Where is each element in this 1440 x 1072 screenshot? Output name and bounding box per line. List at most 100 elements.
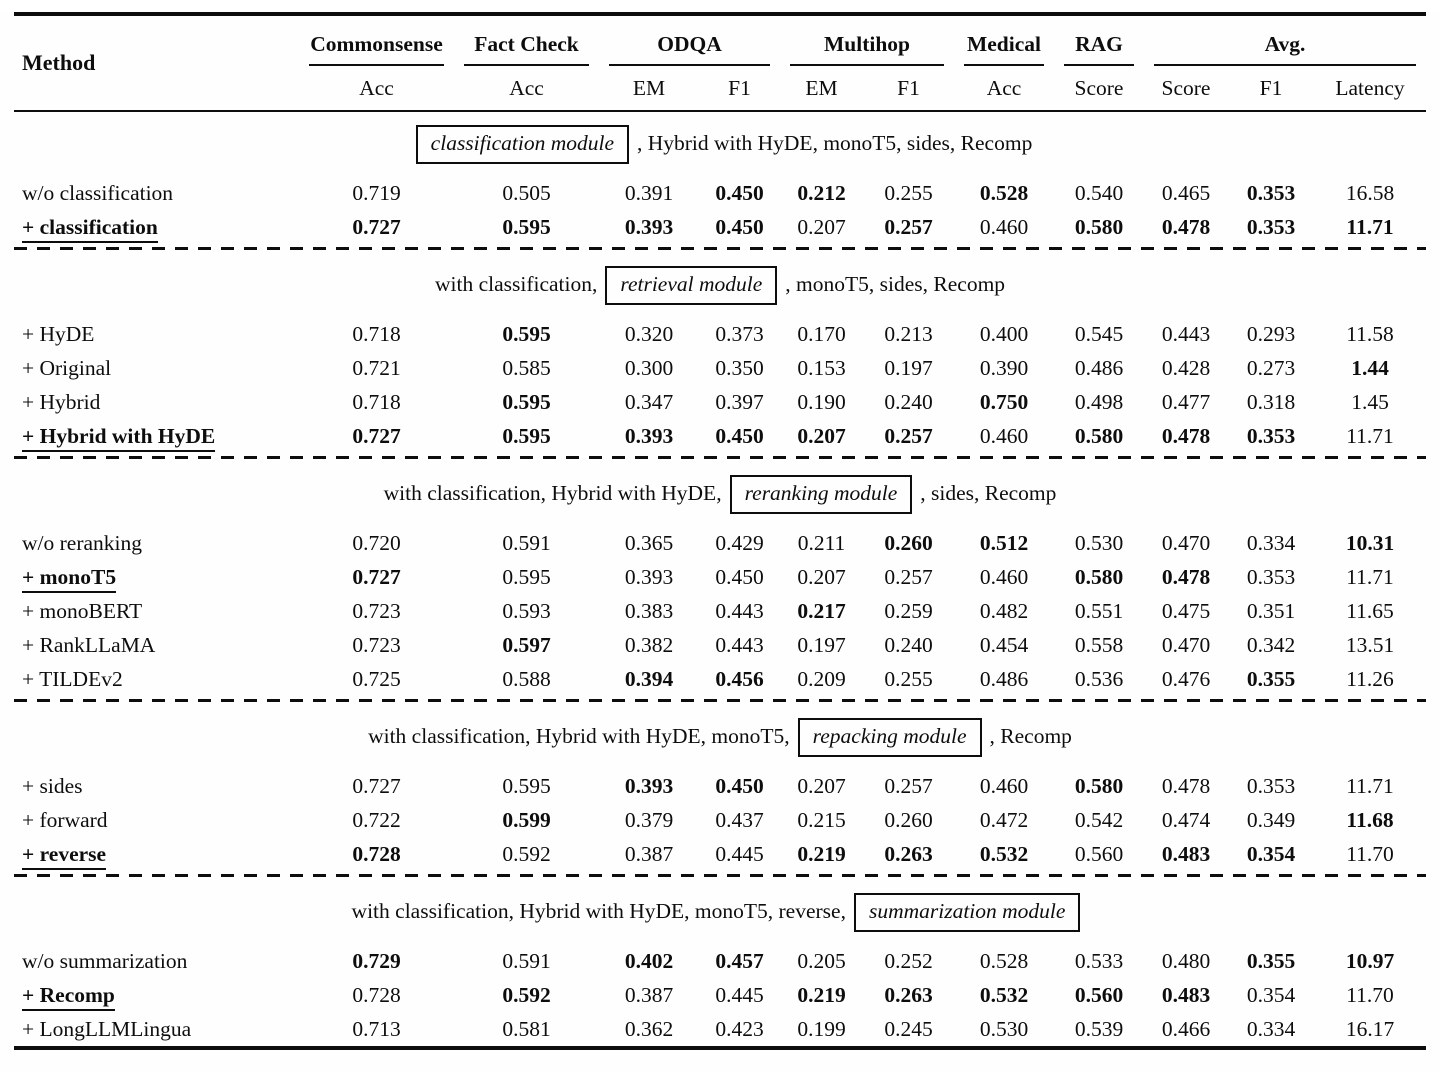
value-cell: 0.482 [979, 599, 1029, 623]
section-divider-row [14, 244, 1427, 253]
col-header-odqa-f1: F1 [699, 66, 780, 112]
value-cell: 0.498 [1074, 390, 1124, 414]
value-cell: 0.532 [979, 983, 1029, 1007]
method-label: + classification [22, 214, 158, 243]
value-cell: 0.353 [1246, 181, 1296, 205]
value-cell: 0.263 [884, 983, 933, 1007]
section-intro-row: with classification, Hybrid with HyDE, re… [14, 462, 1426, 526]
value-cell: 0.750 [979, 390, 1029, 414]
table-row: + LongLLMLingua 0.713 0.581 0.362 0.423 0.199… [14, 1012, 1426, 1048]
value-cell: 0.393 [624, 774, 674, 798]
value-cell: 0.581 [502, 1017, 551, 1041]
value-cell: 0.729 [352, 949, 401, 973]
value-cell: 0.400 [979, 322, 1029, 346]
col-header-medical-acc: Acc [954, 66, 1054, 112]
value-cell: 0.257 [884, 424, 933, 448]
module-name-box: summarization module [853, 892, 1081, 932]
value-cell: 0.474 [1161, 808, 1211, 832]
table-row: + Recomp 0.728 0.592 0.387 0.445 0.219 0.263 0.… [14, 978, 1426, 1012]
value-cell: 0.199 [797, 1017, 846, 1041]
group-header-odqa: ODQA [599, 14, 780, 66]
value-cell: 0.393 [624, 424, 674, 448]
value-cell: 0.365 [624, 531, 674, 555]
value-cell: 0.533 [1074, 949, 1124, 973]
method-label: + monoBERT [22, 599, 143, 623]
value-cell: 0.478 [1161, 424, 1211, 448]
value-cell: 0.530 [979, 1017, 1029, 1041]
value-cell: 11.70 [1346, 983, 1394, 1007]
section-intro-row: with classification, Hybrid with HyDE, m… [14, 705, 1426, 769]
section-intro-row: with classification, retrieval module , mo… [14, 253, 1426, 317]
value-cell: 13.51 [1345, 633, 1395, 657]
value-cell: 0.197 [884, 356, 933, 380]
method-label: w/o summarization [22, 949, 188, 973]
value-cell: 0.353 [1246, 424, 1296, 448]
value-cell: 0.211 [797, 531, 846, 555]
value-cell: 1.45 [1351, 390, 1389, 414]
group-header-medical: Medical [954, 14, 1054, 66]
method-cell: w/o summarization [14, 944, 299, 978]
value-cell: 0.450 [715, 565, 764, 589]
value-cell: 11.71 [1346, 774, 1394, 798]
table-row: w/o summarization 0.729 0.591 0.402 0.457 0.2… [14, 944, 1426, 978]
section-divider-dashed-line [14, 874, 1427, 877]
section-intro-row: with classification, Hybrid with HyDE, m… [14, 880, 1426, 944]
col-header-avg-latency: Latency [1314, 66, 1427, 112]
method-cell: + Hybrid [14, 385, 299, 419]
table-row: + reverse 0.728 0.592 0.387 0.445 0.219 0.263 0… [14, 837, 1426, 871]
value-cell: 11.65 [1346, 599, 1394, 623]
value-cell: 0.353 [1246, 215, 1296, 239]
method-label: + RankLLaMA [22, 633, 156, 657]
value-cell: 0.394 [624, 667, 674, 691]
col-header-odqa-em: EM [599, 66, 699, 112]
value-cell: 0.478 [1161, 215, 1211, 239]
value-cell: 0.595 [502, 424, 551, 448]
group-label: RAG [1064, 32, 1134, 66]
value-cell: 0.486 [1074, 356, 1124, 380]
value-cell: 0.443 [1161, 322, 1211, 346]
value-cell: 16.17 [1345, 1017, 1395, 1041]
section-intro-text: , Hybrid with HyDE, monoT5, sides, Recom… [637, 130, 1033, 155]
value-cell: 0.476 [1161, 667, 1211, 691]
col-header-multihop-f1: F1 [863, 66, 954, 112]
table-row: + sides 0.727 0.595 0.393 0.450 0.207 0.257 0.4… [14, 769, 1426, 803]
value-cell: 0.349 [1246, 808, 1296, 832]
value-cell: 0.460 [979, 215, 1029, 239]
method-label: + Hybrid [22, 390, 101, 414]
value-cell: 0.205 [797, 949, 846, 973]
value-cell: 0.351 [1246, 599, 1296, 623]
section-divider-cell [14, 696, 1427, 705]
value-cell: 0.580 [1074, 215, 1124, 239]
value-cell: 0.383 [624, 599, 674, 623]
value-cell: 0.255 [884, 181, 933, 205]
method-cell: + TILDEv2 [14, 662, 299, 696]
section-intro-text: , sides, Recomp [920, 480, 1057, 505]
col-header-avg-score: Score [1144, 66, 1228, 112]
value-cell: 0.592 [502, 983, 551, 1007]
value-cell: 0.207 [797, 565, 846, 589]
col-header-rag-score: Score [1054, 66, 1144, 112]
method-cell: + LongLLMLingua [14, 1012, 299, 1048]
section-intro: with classification, retrieval module , mo… [14, 253, 1426, 317]
value-cell: 0.532 [979, 842, 1029, 866]
table-row: + monoBERT 0.723 0.593 0.383 0.443 0.217 0.259… [14, 594, 1426, 628]
value-cell: 0.300 [624, 356, 674, 380]
section-divider-cell [14, 871, 1427, 880]
section-divider-row [14, 871, 1427, 880]
method-cell: + HyDE [14, 317, 299, 351]
value-cell: 0.450 [715, 774, 764, 798]
table-row: + Original 0.721 0.585 0.300 0.350 0.153 0.197… [14, 351, 1426, 385]
value-cell: 0.486 [979, 667, 1029, 691]
value-cell: 11.71 [1346, 565, 1394, 589]
value-cell: 0.536 [1074, 667, 1124, 691]
value-cell: 0.580 [1074, 424, 1124, 448]
value-cell: 0.334 [1246, 531, 1296, 555]
value-cell: 0.728 [352, 983, 401, 1007]
group-header-fact-check: Fact Check [454, 14, 599, 66]
value-cell: 0.457 [715, 949, 764, 973]
value-cell: 0.373 [715, 322, 764, 346]
table-row: + monoT5 0.727 0.595 0.393 0.450 0.207 0.257 0.… [14, 560, 1426, 594]
section-divider-dashed-line [14, 699, 1427, 702]
value-cell: 0.429 [715, 531, 764, 555]
value-cell: 0.470 [1161, 633, 1211, 657]
